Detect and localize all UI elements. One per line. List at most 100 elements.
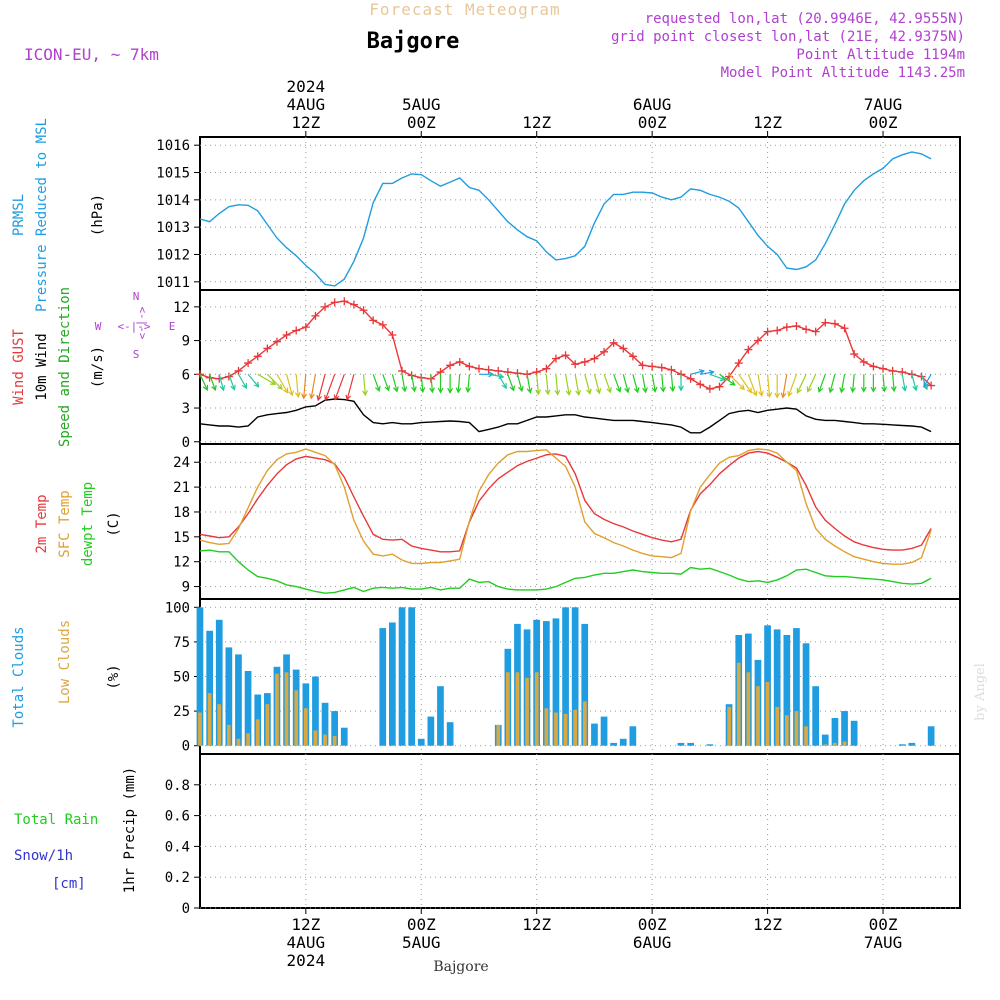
gust-marker (744, 345, 753, 354)
gust-marker (917, 372, 926, 381)
gust-marker (859, 357, 868, 366)
wind-direction-arrow (766, 374, 773, 399)
wind-direction-arrow (437, 374, 444, 394)
wind-direction-arrow (584, 374, 592, 395)
wind-direction-arrow (641, 374, 648, 394)
wind-direction-arrow (309, 374, 316, 400)
total-clouds-bar (206, 630, 213, 746)
credit-watermark: by Angel (973, 663, 988, 721)
total-clouds-bar (927, 726, 935, 746)
total-clouds-bar (389, 622, 396, 746)
time-label-top: 4AUG (287, 95, 326, 114)
y-tick-label: 3 (182, 401, 190, 417)
gust-marker (753, 336, 762, 345)
wind-direction-arrow (345, 374, 355, 401)
time-label-bottom: 12Z (753, 915, 782, 934)
wind-direction-arrow (257, 373, 277, 385)
low-clouds-bar (563, 713, 568, 746)
wind-direction-arrow (719, 373, 736, 386)
wind-direction-arrow (806, 374, 817, 393)
time-label-bottom: 12Z (291, 915, 320, 934)
gust-marker (830, 319, 839, 328)
low-clouds-bar (785, 715, 789, 746)
low-clouds-bar (255, 719, 260, 746)
low-clouds-bar (823, 744, 828, 746)
y-tick-label: 24 (173, 455, 190, 471)
total-clouds-bar (417, 738, 425, 746)
gust-marker (455, 357, 464, 366)
wind-direction-arrow (429, 374, 435, 394)
wind-direction-arrow (544, 374, 551, 396)
prmsl-line (199, 151, 932, 287)
gust-marker (609, 338, 618, 347)
wind-direction-arrow (881, 374, 888, 393)
wind-direction-arrow (738, 373, 753, 394)
pressure-label-short: PRMSL (11, 194, 27, 236)
y-tick-label: 15 (173, 530, 190, 546)
gust-marker (571, 360, 580, 369)
wind-direction-arrow (757, 374, 764, 397)
total-clouds-bar (850, 720, 858, 746)
gust-marker (388, 330, 397, 339)
low-clouds-bar (727, 706, 731, 746)
wind-direction-arrow (613, 374, 622, 393)
low-clouds-bar (544, 708, 549, 746)
gust-marker (292, 326, 301, 335)
wind-direction-arrow (660, 374, 666, 393)
gust-marker (272, 337, 281, 346)
y-tick-label: 9 (182, 334, 190, 350)
total-clouds-bar (235, 654, 242, 746)
low-clouds-bar (207, 693, 212, 746)
dewpt-temp-line (199, 549, 932, 594)
wind-direction-arrow (780, 374, 788, 399)
temp-label: 2m Temp (34, 494, 50, 553)
time-label-bottom: 4AUG (287, 933, 326, 952)
compass-s: S (133, 348, 140, 361)
y-tick-label: 25 (173, 704, 190, 720)
time-label-top: 6AUG (633, 95, 672, 114)
sfc-temp-line (199, 448, 932, 565)
low-clouds-bar (842, 741, 847, 746)
low-clouds-bar (573, 709, 577, 746)
total-clouds-bar (706, 744, 714, 746)
footer-location: Bajgore (433, 959, 488, 975)
panel-frame (199, 443, 961, 600)
gust-marker (840, 324, 849, 333)
wind-direction-arrow (382, 374, 390, 392)
low-clouds-bar (265, 704, 270, 746)
low-clouds-bar (217, 704, 222, 746)
wind-label: 10m Wind (34, 333, 50, 400)
gust-marker (657, 363, 666, 372)
wind-direction-arrow (901, 374, 908, 392)
wind-direction-arrow (669, 374, 676, 393)
total-rain-label: Total Rain (14, 812, 98, 828)
compass-arrow-h: <-|-> (117, 320, 150, 333)
total-clouds-bar (437, 686, 444, 746)
gust-marker (879, 364, 888, 373)
wind-direction-arrow (870, 374, 877, 393)
y-tick-label: 12 (173, 555, 190, 571)
gust-marker (821, 318, 830, 327)
snow-unit: [cm] (52, 876, 86, 892)
time-label-bottom: 5AUG (402, 933, 441, 952)
compass-rose: N W <-|-> E <-|-> S (95, 290, 176, 361)
low-clouds-bar (534, 672, 539, 746)
time-label-bottom: 6AUG (633, 933, 672, 952)
compass-n: N (133, 290, 140, 303)
gust-marker (253, 352, 262, 361)
gust-label: Wind GUST (11, 329, 27, 405)
wind-direction-arrow (372, 374, 381, 393)
time-label-top: 2024 (287, 77, 326, 96)
total-clouds-bar (793, 628, 800, 746)
gust-marker (869, 362, 878, 371)
wind-direction-arrow (651, 374, 658, 393)
wind-direction-arrow (247, 373, 260, 388)
panel-pressure: 1011 1012 1013 1014 1015 1016 (156, 136, 961, 291)
wind-direction-arrow (218, 374, 226, 392)
wind-direction-arrow (316, 374, 326, 402)
total-clouds-label: Total Clouds (11, 626, 27, 727)
low-clouds-bar (496, 724, 501, 746)
wind-direction-arrow (890, 374, 897, 393)
gust-marker (705, 384, 714, 393)
